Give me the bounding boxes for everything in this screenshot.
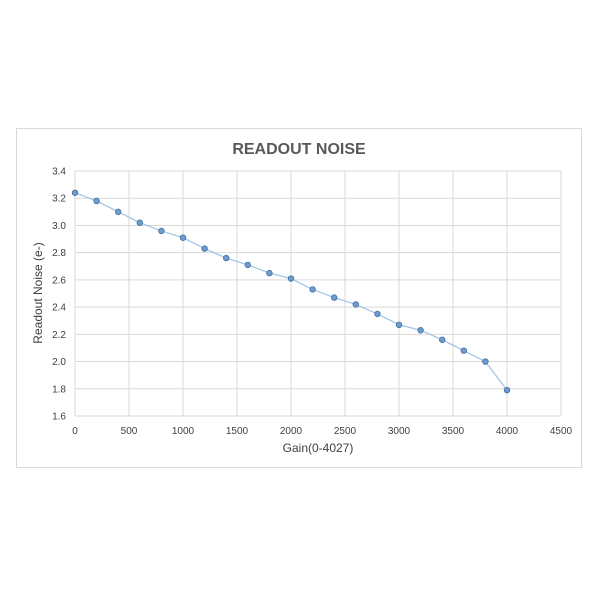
data-point [136, 219, 143, 226]
y-tick-label: 2.2 [52, 330, 66, 341]
data-point [417, 327, 424, 334]
y-tick-label: 2.8 [52, 248, 66, 259]
x-tick-label: 4500 [550, 426, 573, 437]
x-tick-label: 1000 [172, 426, 195, 437]
x-tick-label: 2000 [280, 426, 303, 437]
x-tick-label: 3000 [388, 426, 411, 437]
data-point [482, 358, 489, 365]
x-tick-label: 4000 [496, 426, 519, 437]
data-point [179, 234, 187, 241]
x-tick-label: 3500 [442, 426, 465, 437]
data-point [71, 189, 79, 196]
y-tick-label: 2.4 [52, 303, 66, 314]
chart-frame [16, 128, 582, 468]
y-tick-label: 1.8 [52, 384, 66, 395]
data-point [395, 321, 403, 329]
data-point [503, 386, 511, 394]
data-point [374, 310, 381, 318]
y-tick-label: 2.0 [52, 357, 66, 368]
data-point [266, 269, 273, 277]
data-point [114, 208, 122, 216]
x-tick-label: 0 [72, 426, 78, 437]
x-tick-labels: 0 500 1000 1500 2000 2500 3000 3500 4000 4500 [72, 426, 572, 437]
x-tick-label: 1500 [226, 426, 249, 437]
data-point [287, 275, 295, 282]
y-tick-label: 3.4 [52, 167, 66, 178]
y-tick-labels: 1.6 1.8 2.0 2.2 2.4 2.6 2.8 3.0 3.2 3.4 [52, 167, 66, 423]
data-point [222, 254, 230, 262]
chart-title: READOUT NOISE [232, 141, 366, 158]
data-point [460, 347, 467, 354]
data-point [439, 336, 446, 343]
y-tick-label: 2.6 [52, 275, 66, 286]
y-tick-label: 1.6 [52, 412, 66, 423]
data-point [158, 227, 165, 235]
data-point [93, 197, 100, 205]
data-points [71, 189, 511, 394]
data-point [244, 261, 251, 269]
y-tick-label: 3.0 [52, 221, 66, 232]
x-tick-label: 2500 [334, 426, 357, 437]
grid [74, 170, 562, 417]
data-point [331, 294, 338, 301]
x-axis-label: Gain(0-4027) [283, 441, 354, 455]
data-point [201, 245, 208, 252]
y-axis-label: Readout Noise (e-) [31, 242, 45, 343]
x-tick-label: 500 [121, 426, 138, 437]
y-tick-label: 3.2 [52, 194, 66, 205]
data-point [309, 286, 316, 293]
data-point [352, 301, 359, 308]
